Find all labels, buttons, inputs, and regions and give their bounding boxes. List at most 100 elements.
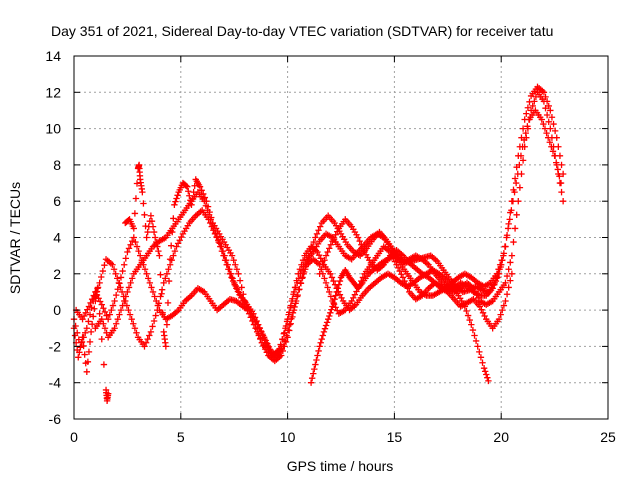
data-point xyxy=(133,243,141,250)
data-point xyxy=(139,188,146,196)
data-point xyxy=(540,89,548,96)
data-point xyxy=(318,335,325,343)
x-tick-label: 15 xyxy=(387,429,403,445)
data-point xyxy=(108,306,115,314)
data-point xyxy=(319,261,327,268)
data-point xyxy=(124,248,131,256)
data-point xyxy=(170,215,177,222)
data-point xyxy=(507,277,514,284)
data-point xyxy=(287,302,295,309)
data-point xyxy=(321,256,328,264)
data-point xyxy=(162,275,169,282)
data-point xyxy=(109,302,117,309)
data-point xyxy=(327,270,334,277)
data-point xyxy=(551,127,559,135)
y-tick-label: -6 xyxy=(49,411,62,427)
data-point xyxy=(86,311,94,318)
data-point xyxy=(556,173,563,180)
data-point xyxy=(132,238,139,246)
data-point xyxy=(300,268,308,276)
data-point xyxy=(305,252,313,259)
data-point xyxy=(319,332,327,339)
data-point xyxy=(464,312,472,319)
data-point xyxy=(155,247,162,255)
data-point xyxy=(131,325,139,332)
y-tick-label: 8 xyxy=(53,157,61,173)
data-point xyxy=(549,148,557,155)
y-tick-label: 4 xyxy=(53,230,61,246)
data-point xyxy=(85,318,92,325)
data-point xyxy=(133,329,140,336)
data-point xyxy=(499,306,506,314)
data-point xyxy=(543,129,550,137)
data-point xyxy=(140,200,147,207)
data-point xyxy=(119,267,126,275)
data-point xyxy=(129,237,136,245)
data-point xyxy=(85,303,93,310)
data-point xyxy=(559,198,567,205)
data-point xyxy=(313,230,321,238)
data-point xyxy=(304,257,311,265)
data-point xyxy=(165,277,173,285)
data-point xyxy=(404,285,411,292)
data-point xyxy=(474,343,481,350)
data-point xyxy=(233,266,241,273)
data-point xyxy=(188,201,195,209)
data-point xyxy=(228,274,235,281)
data-point xyxy=(543,111,551,119)
data-point xyxy=(208,214,215,221)
data-point xyxy=(500,250,508,257)
data-point xyxy=(526,98,533,106)
data-point xyxy=(284,326,292,334)
data-point xyxy=(324,284,331,291)
data-point xyxy=(507,259,514,266)
data-point xyxy=(77,344,84,351)
data-point xyxy=(283,332,290,339)
data-point xyxy=(356,237,363,245)
data-point xyxy=(402,281,410,288)
data-point xyxy=(198,187,205,194)
data-point xyxy=(112,320,120,327)
data-point xyxy=(322,252,330,259)
data-point xyxy=(320,328,328,336)
data-point xyxy=(119,302,126,309)
data-point xyxy=(98,315,105,323)
data-point xyxy=(327,241,335,248)
x-tick-label: 10 xyxy=(280,429,296,445)
data-point xyxy=(310,370,317,377)
y-tick-label: -2 xyxy=(49,338,62,354)
data-point xyxy=(308,243,316,250)
data-point xyxy=(327,293,335,300)
data-point xyxy=(322,322,330,329)
data-point xyxy=(510,186,517,194)
x-tick-label: 25 xyxy=(600,429,616,445)
data-point xyxy=(508,252,516,259)
data-point xyxy=(558,188,565,196)
data-point xyxy=(540,120,547,128)
data-point xyxy=(335,281,343,288)
data-point xyxy=(118,288,126,296)
data-point xyxy=(312,361,319,368)
data-point xyxy=(184,183,191,190)
data-point xyxy=(399,274,407,281)
data-point xyxy=(221,256,229,264)
data-point xyxy=(308,374,316,382)
data-point xyxy=(515,198,522,205)
data-point xyxy=(326,312,333,320)
data-point xyxy=(498,261,505,268)
data-point xyxy=(125,245,133,252)
y-tick-label: 12 xyxy=(45,84,61,100)
data-point xyxy=(508,270,516,277)
data-point xyxy=(149,323,156,330)
data-point xyxy=(288,315,295,322)
data-point xyxy=(228,252,236,259)
data-point xyxy=(129,275,136,282)
data-points xyxy=(70,83,567,405)
axis-ticks: 0 5 10 15 20 25 -6 -4 -2 0 2 4 6 8 10 12 14 xyxy=(45,48,616,445)
data-point xyxy=(218,247,226,255)
data-point xyxy=(503,272,511,280)
data-point xyxy=(326,288,333,296)
data-point xyxy=(190,188,197,196)
data-point xyxy=(149,288,157,296)
data-point xyxy=(255,332,262,339)
